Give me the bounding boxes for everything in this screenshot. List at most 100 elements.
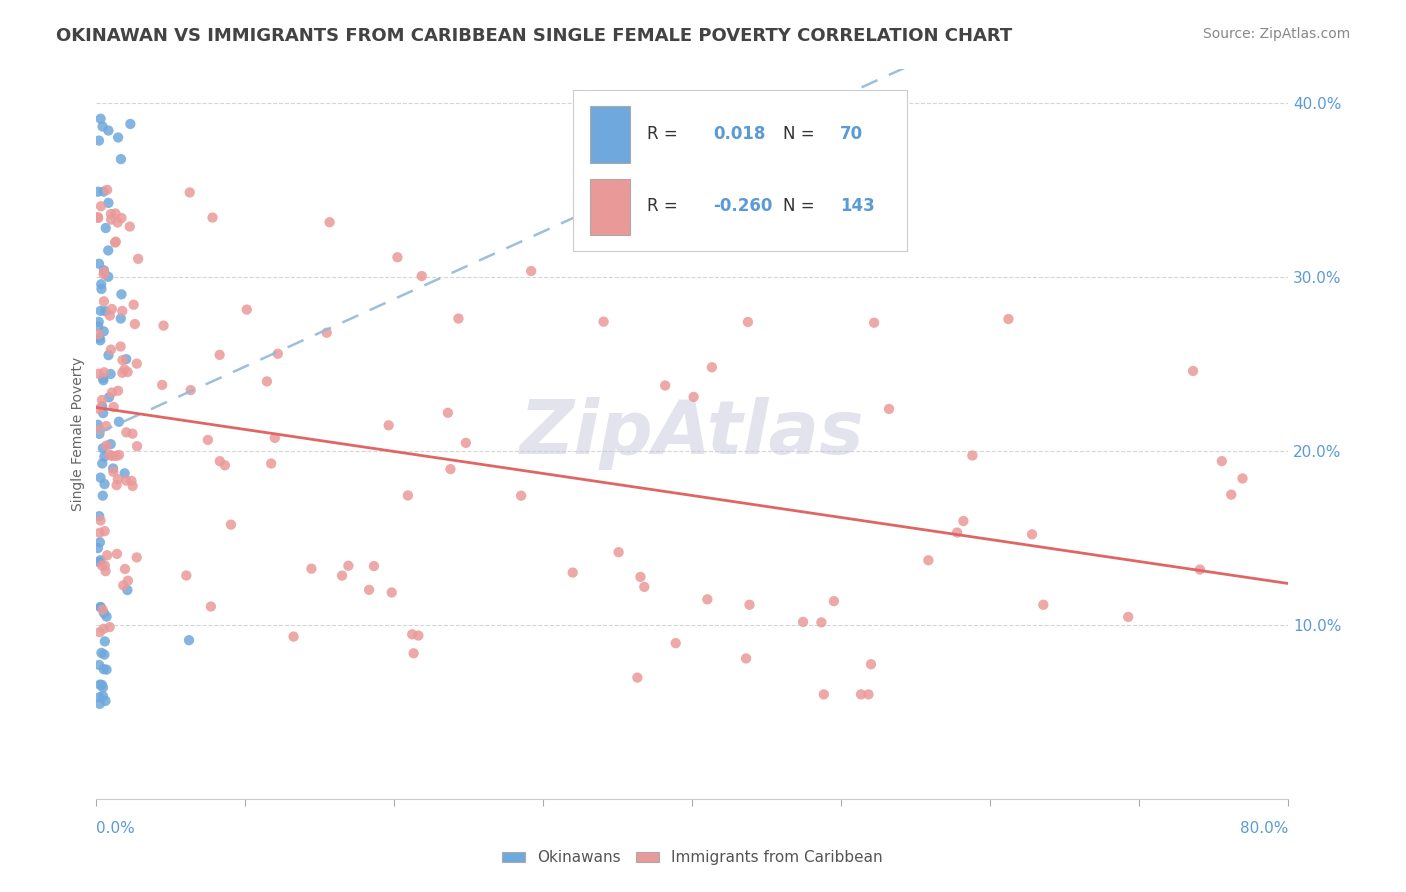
Point xyxy=(101,301,124,316)
Point xyxy=(110,339,132,353)
Point xyxy=(91,406,114,420)
Point xyxy=(93,606,115,620)
Point xyxy=(700,360,723,375)
Point xyxy=(962,449,984,463)
Y-axis label: Single Female Poverty: Single Female Poverty xyxy=(72,357,86,511)
Point xyxy=(447,311,470,326)
Point xyxy=(104,206,127,220)
Text: R =: R = xyxy=(647,125,678,143)
Point xyxy=(654,378,676,392)
Point xyxy=(104,235,127,250)
Point xyxy=(176,568,198,582)
Point xyxy=(96,609,118,624)
Point xyxy=(1021,527,1043,541)
Point xyxy=(89,334,111,348)
Point xyxy=(359,582,381,597)
Point xyxy=(1182,364,1205,378)
Point xyxy=(90,199,112,213)
Point xyxy=(125,439,148,453)
Point xyxy=(630,570,652,584)
Point xyxy=(89,690,111,705)
Point xyxy=(387,250,409,264)
Point xyxy=(98,620,121,634)
Point xyxy=(299,562,322,576)
Point xyxy=(110,311,132,326)
Point xyxy=(381,585,404,599)
Text: -0.260: -0.260 xyxy=(713,197,773,215)
Point xyxy=(117,582,139,597)
Point xyxy=(125,550,148,565)
Point xyxy=(93,294,115,309)
Point xyxy=(91,120,114,134)
Point xyxy=(101,385,124,400)
Point xyxy=(401,627,423,641)
Point xyxy=(179,186,201,200)
Point xyxy=(263,431,285,445)
Point xyxy=(108,448,131,462)
Point xyxy=(98,309,121,323)
Point xyxy=(120,117,142,131)
Point xyxy=(105,478,128,492)
Point xyxy=(592,315,614,329)
Point xyxy=(510,489,533,503)
Point xyxy=(607,545,630,559)
Point xyxy=(93,662,115,676)
Point xyxy=(89,470,111,484)
Point xyxy=(89,303,111,318)
Point xyxy=(89,423,111,437)
Point xyxy=(100,367,122,381)
Point xyxy=(110,287,132,301)
Point xyxy=(917,553,939,567)
Point xyxy=(91,489,114,503)
Point xyxy=(114,467,136,481)
Point xyxy=(150,378,173,392)
Text: ZipAtlas: ZipAtlas xyxy=(520,397,865,470)
Point xyxy=(180,383,202,397)
Point xyxy=(120,474,142,488)
Point xyxy=(696,592,718,607)
Point xyxy=(1232,471,1254,485)
Point xyxy=(89,553,111,567)
Point xyxy=(118,219,141,234)
Point xyxy=(91,603,114,617)
Text: N =: N = xyxy=(783,197,815,215)
Legend: Okinawans, Immigrants from Caribbean: Okinawans, Immigrants from Caribbean xyxy=(496,844,889,871)
Point xyxy=(823,594,845,608)
Point xyxy=(87,417,110,432)
Point xyxy=(112,578,135,592)
Point xyxy=(197,433,219,447)
Point xyxy=(94,694,117,708)
Point xyxy=(100,207,122,221)
Point xyxy=(1116,610,1139,624)
Point xyxy=(91,689,114,703)
Bar xyxy=(591,178,630,235)
Point xyxy=(87,185,110,199)
Point xyxy=(411,268,433,283)
Point xyxy=(1211,454,1233,468)
Point xyxy=(110,152,132,166)
Point xyxy=(87,401,110,416)
Point xyxy=(115,352,138,367)
Point xyxy=(89,678,111,692)
Point xyxy=(91,457,114,471)
Point xyxy=(96,663,118,677)
Point xyxy=(107,130,129,145)
Point xyxy=(91,371,114,385)
Point xyxy=(100,343,122,357)
Point xyxy=(626,671,648,685)
Point xyxy=(952,514,974,528)
Point xyxy=(877,401,900,416)
Point xyxy=(94,558,117,573)
Point xyxy=(114,562,136,576)
Point xyxy=(89,426,111,441)
Point xyxy=(946,525,969,540)
Point xyxy=(89,331,111,345)
Text: 0.018: 0.018 xyxy=(713,125,766,143)
Point xyxy=(103,465,125,479)
Point xyxy=(107,472,129,486)
Point xyxy=(107,384,129,398)
Point xyxy=(89,657,111,672)
Point xyxy=(439,462,461,476)
Point xyxy=(93,185,115,199)
Point xyxy=(152,318,174,333)
